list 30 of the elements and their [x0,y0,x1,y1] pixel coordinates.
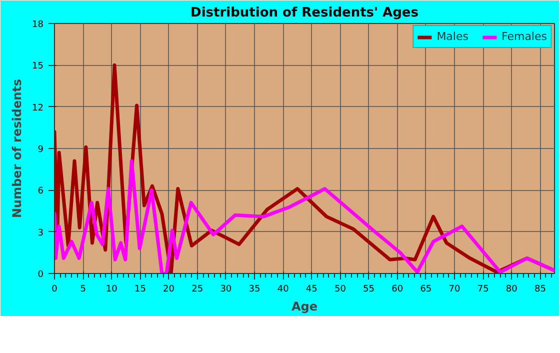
legend-label: Females [501,30,547,43]
y-tick-label: 15 [32,62,44,72]
x-axis-title: Age [291,300,318,314]
y-tick-label: 3 [38,228,44,238]
x-tick-label: 85 [534,284,546,294]
y-tick-label: 12 [32,103,44,114]
x-tick-label: 35 [248,284,260,294]
y-tick-label: 0 [38,270,44,280]
x-tick-label: 55 [363,284,375,294]
x-tick-label: 20 [163,284,175,294]
y-tick-label: 18 [32,20,44,30]
chart-title: Distribution of Residents' Ages [190,6,419,20]
x-tick-label: 0 [52,284,58,294]
x-tick-label: 60 [392,284,404,294]
x-tick-label: 15 [134,284,146,294]
y-tick-label: 6 [38,186,44,197]
x-tick-label: 30 [220,284,232,294]
x-tick-label: 45 [306,284,318,294]
x-tick-label: 70 [448,284,460,294]
x-tick-label: 40 [277,284,290,294]
y-axis-title: Number of residents [10,78,24,218]
x-tick-label: 50 [334,284,346,294]
y-tick-label: 9 [38,145,44,155]
x-tick-label: 80 [506,284,518,294]
x-tick-label: 75 [477,284,489,294]
x-tick-label: 25 [192,284,204,294]
x-tick-label: 5 [80,284,86,294]
x-tick-label: 65 [420,284,432,294]
x-tick-label: 10 [106,284,118,294]
legend-label: Males [436,30,468,43]
